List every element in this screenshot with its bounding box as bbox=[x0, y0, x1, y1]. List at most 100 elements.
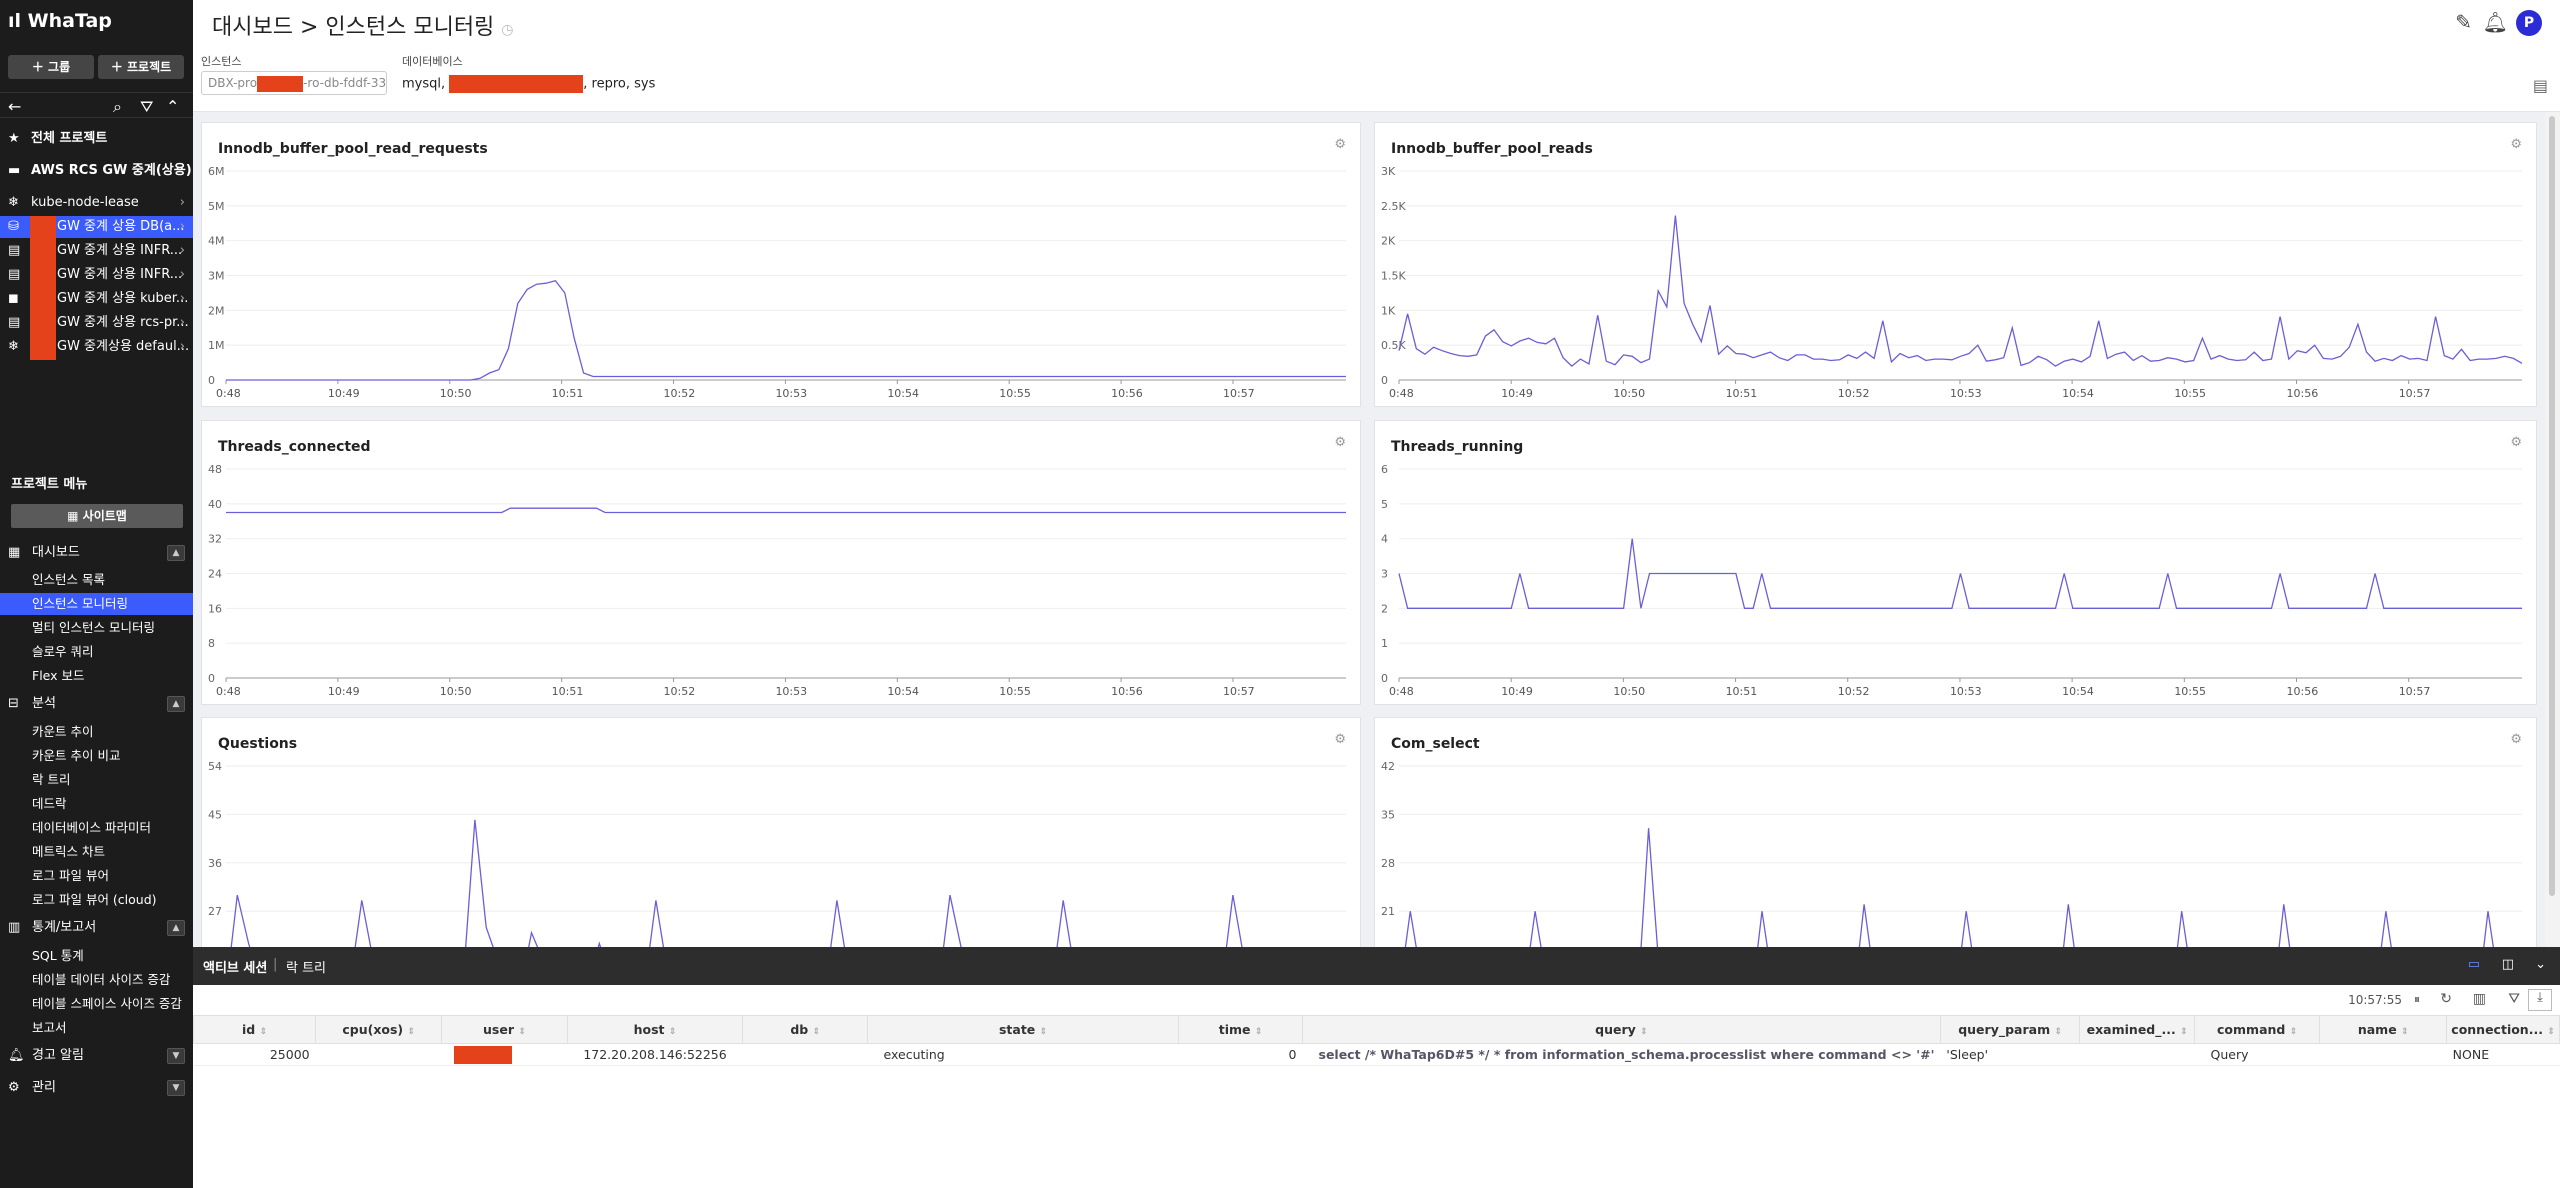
series-line[interactable] bbox=[1398, 538, 2522, 609]
expand-icon[interactable]: ▼ bbox=[167, 1048, 185, 1064]
column-header[interactable]: command ⇕ bbox=[2193, 1015, 2321, 1044]
sidebar-project-item[interactable]: ★ 전체 프로젝트 bbox=[0, 128, 193, 150]
tab-lock-tree[interactable]: 락 트리 bbox=[286, 961, 327, 976]
menu-item[interactable]: 인스턴스 목록 bbox=[32, 572, 105, 587]
whatap-logo[interactable]: ıl WhaTap bbox=[8, 10, 112, 32]
menu-item[interactable]: 데이터베이스 파라미터 bbox=[32, 820, 151, 835]
menu-item[interactable]: 멀티 인스턴스 모니터링 bbox=[32, 620, 155, 635]
menu-stats[interactable]: ▥ 통계/보고서 ▲ bbox=[0, 917, 193, 939]
column-header[interactable]: connection... ⇕ bbox=[2446, 1015, 2560, 1044]
column-header[interactable]: cpu(xos) ⇕ bbox=[315, 1015, 443, 1044]
sort-icon[interactable]: ⇕ bbox=[2401, 1027, 2409, 1037]
column-header[interactable]: query ⇕ bbox=[1302, 1015, 1941, 1044]
instance-select[interactable]: DBX-pro-ro-db-fddf-3306 bbox=[201, 71, 387, 95]
clock-icon[interactable]: ◷ bbox=[501, 22, 514, 38]
menu-item[interactable]: 테이블 데이터 사이즈 증감 bbox=[32, 972, 171, 987]
filter-icon[interactable]: ⛛ bbox=[2508, 991, 2520, 1007]
menu-item[interactable]: 카운트 추이 비교 bbox=[32, 748, 121, 763]
sort-icon[interactable]: ⇕ bbox=[812, 1027, 821, 1037]
series-line[interactable] bbox=[226, 819, 1346, 968]
menu-item[interactable]: 슬로우 쿼리 bbox=[32, 644, 94, 659]
series-line[interactable] bbox=[1398, 215, 2523, 367]
collapse-icon[interactable]: ▲ bbox=[167, 920, 185, 936]
collapse-icon[interactable]: ▲ bbox=[167, 545, 185, 561]
avatar[interactable]: P bbox=[2516, 10, 2542, 36]
sidebar-project-item[interactable]: ❄ GW 중계상용 defaul... › bbox=[0, 336, 193, 358]
gear-icon[interactable]: ⚙ bbox=[1334, 137, 1346, 152]
column-header[interactable]: state ⇕ bbox=[867, 1015, 1180, 1044]
chevron-right-icon[interactable]: › bbox=[179, 291, 185, 306]
sort-icon[interactable]: ⇕ bbox=[2054, 1027, 2063, 1037]
gear-icon[interactable]: ⚙ bbox=[1334, 435, 1346, 450]
chevron-right-icon[interactable]: › bbox=[179, 267, 185, 282]
column-header[interactable]: user ⇕ bbox=[441, 1015, 568, 1044]
menu-item[interactable]: Flex 보드 bbox=[32, 668, 85, 683]
sort-icon[interactable]: ⇕ bbox=[668, 1027, 677, 1037]
sidebar-project-item[interactable]: ▤ GW 중계 상용 rcs-pr... › bbox=[0, 312, 193, 334]
expand-icon[interactable]: ▼ bbox=[167, 1080, 185, 1096]
table-row[interactable]: 25000 172.20.208.146:52256 executing 0 s… bbox=[193, 1043, 2560, 1066]
pause-icon[interactable]: ⏸ bbox=[2413, 992, 2420, 1006]
collapse-icon[interactable]: ▲ bbox=[167, 696, 185, 712]
chevron-right-icon[interactable]: › bbox=[179, 315, 185, 330]
sitemap-button[interactable]: ▦ 사이트맵 bbox=[11, 504, 183, 528]
sidebar-project-item[interactable]: ⛁ GW 중계 상용 DB(a... › bbox=[0, 216, 193, 238]
gear-icon[interactable]: ⚙ bbox=[2510, 435, 2522, 450]
sort-icon[interactable]: ⇕ bbox=[2547, 1027, 2555, 1037]
column-header[interactable]: name ⇕ bbox=[2319, 1015, 2448, 1044]
back-arrow-icon[interactable]: ← bbox=[8, 97, 22, 116]
split-bottom-icon[interactable]: ▭ bbox=[2467, 957, 2480, 972]
scrollbar[interactable] bbox=[2545, 112, 2560, 947]
split-right-icon[interactable]: ◫ bbox=[2501, 957, 2514, 972]
sort-icon[interactable]: ⇕ bbox=[518, 1027, 526, 1037]
menu-item[interactable]: 보고서 bbox=[32, 1020, 67, 1035]
sort-icon[interactable]: ⇕ bbox=[2289, 1027, 2298, 1037]
menu-item[interactable]: 인스턴스 모니터링 bbox=[0, 593, 193, 615]
bell-icon[interactable]: 🔔︎ bbox=[2482, 10, 2508, 34]
columns-icon[interactable]: ▥ bbox=[2472, 991, 2486, 1007]
menu-dashboard[interactable]: ▦ 대시보드 ▲ bbox=[0, 542, 193, 564]
column-header[interactable]: examined_... ⇕ bbox=[2079, 1015, 2195, 1044]
filter-icon[interactable]: ⛛ bbox=[140, 97, 154, 116]
layout-icon[interactable]: ▤ bbox=[2532, 76, 2548, 95]
sidebar-project-item[interactable]: ▤ GW 중계 상용 INFR... › bbox=[0, 264, 193, 286]
search-icon[interactable]: ⌕ bbox=[113, 97, 122, 116]
sidebar-project-item[interactable]: ❄ kube-node-lease › bbox=[0, 192, 193, 214]
sort-icon[interactable]: ⇕ bbox=[407, 1027, 416, 1037]
add-project-button[interactable]: ＋ 프로젝트 bbox=[98, 55, 184, 79]
sort-icon[interactable]: ⇕ bbox=[2180, 1027, 2188, 1037]
menu-alert[interactable]: 🔔︎ 경고 알림 ▼ bbox=[0, 1045, 193, 1067]
sort-icon[interactable]: ⇕ bbox=[1039, 1027, 1048, 1037]
sort-icon[interactable]: ⇕ bbox=[1640, 1027, 1648, 1037]
menu-item[interactable]: 메트릭스 차트 bbox=[32, 844, 105, 859]
menu-item[interactable]: 테이블 스페이스 사이즈 증감 bbox=[32, 996, 182, 1011]
column-header[interactable]: id ⇕ bbox=[192, 1015, 317, 1044]
column-header[interactable]: db ⇕ bbox=[742, 1015, 869, 1044]
sidebar-project-item[interactable]: ▬ AWS RCS GW 중계(상용) bbox=[0, 160, 193, 182]
sort-icon[interactable]: ⇕ bbox=[1254, 1027, 1263, 1037]
column-header[interactable]: host ⇕ bbox=[566, 1015, 744, 1044]
menu-analysis[interactable]: ⊟ 분석 ▲ bbox=[0, 693, 193, 715]
menu-item[interactable]: 데드락 bbox=[32, 796, 67, 811]
chevron-down-icon[interactable]: ⌄ bbox=[2535, 957, 2546, 972]
menu-item[interactable]: 락 트리 bbox=[32, 772, 71, 787]
chevron-right-icon[interactable]: › bbox=[179, 195, 185, 210]
chevron-right-icon[interactable]: › bbox=[179, 243, 185, 258]
series-line[interactable] bbox=[226, 507, 1346, 514]
scrollbar-thumb[interactable] bbox=[2549, 116, 2555, 896]
sidebar-project-item[interactable]: ◼ GW 중계 상용 kuber... › bbox=[0, 288, 193, 310]
chevron-right-icon[interactable]: › bbox=[179, 339, 185, 354]
menu-item[interactable]: 로그 파일 뷰어 bbox=[32, 868, 109, 883]
menu-manage[interactable]: ⚙ 관리 ▼ bbox=[0, 1077, 193, 1099]
column-header[interactable]: query_param ⇕ bbox=[1939, 1015, 2081, 1044]
menu-item[interactable]: 로그 파일 뷰어 (cloud) bbox=[32, 892, 157, 907]
collapse-up-icon[interactable]: ⌃ bbox=[166, 97, 180, 116]
series-line[interactable] bbox=[226, 279, 1346, 381]
sidebar-project-item[interactable]: ▤ GW 중계 상용 INFR... › bbox=[0, 240, 193, 262]
column-header[interactable]: time ⇕ bbox=[1178, 1015, 1303, 1044]
gear-icon[interactable]: ⚙ bbox=[2510, 137, 2522, 152]
menu-item[interactable]: 카운트 추이 bbox=[32, 724, 94, 739]
gear-icon[interactable]: ⚙ bbox=[2510, 732, 2522, 747]
add-group-button[interactable]: ＋ 그룹 bbox=[8, 55, 94, 79]
sort-icon[interactable]: ⇕ bbox=[259, 1027, 268, 1037]
